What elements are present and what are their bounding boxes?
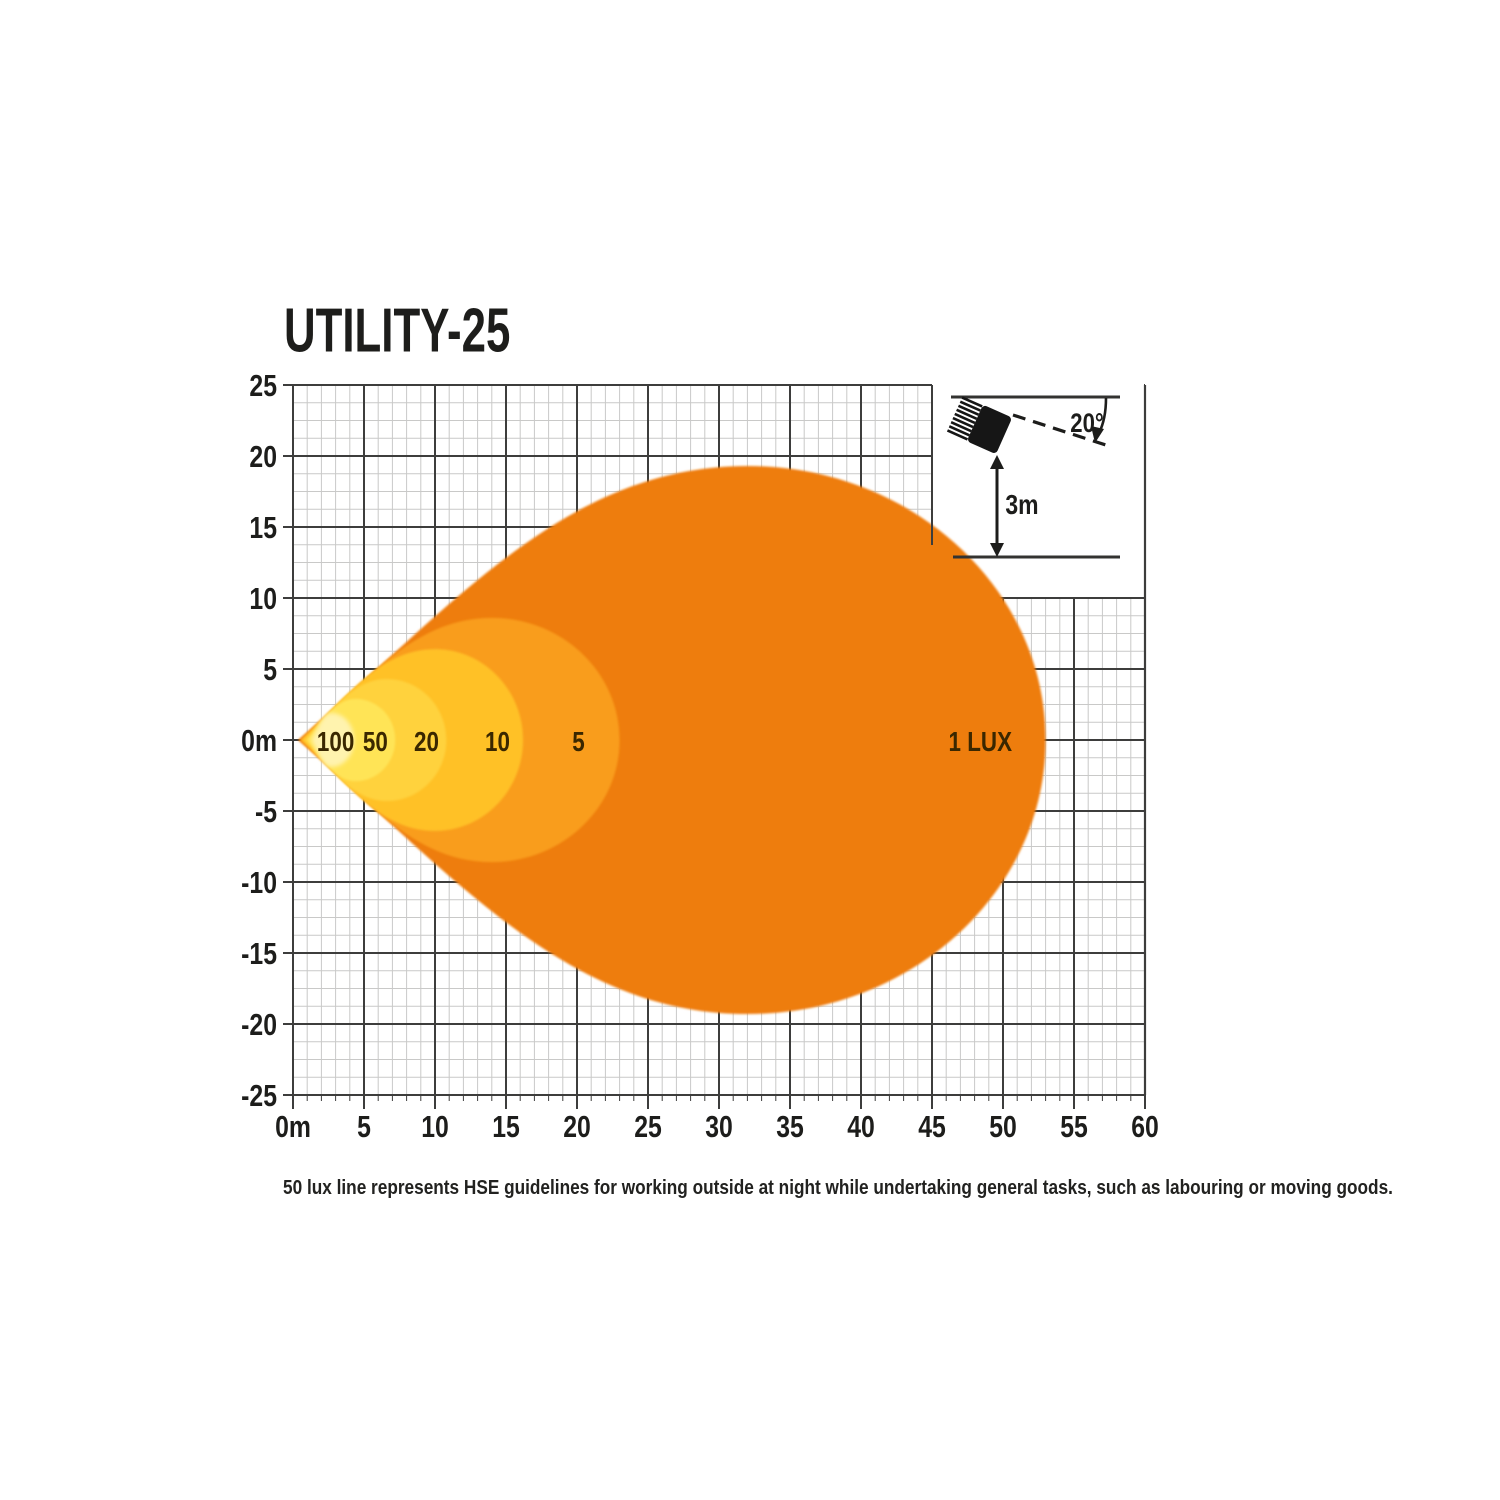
y-tick-label: 10 [249,581,277,615]
x-tick-label: 0m [275,1109,311,1143]
isolux-label-100: 100 [317,727,354,758]
y-tick-label: 15 [249,510,277,544]
chart-title: UTILITY-25 [284,296,511,366]
beam-contour-labels: 1 LUX 5 10 20 50 100 [317,727,1012,758]
x-tick-label: 10 [421,1109,449,1143]
y-tick-label: 20 [249,439,277,473]
inset-diagram: 20° 3m [946,395,1120,559]
isolux-label-5: 5 [572,727,584,758]
y-tick-label: -25 [241,1078,277,1112]
x-tick-label: 45 [918,1109,946,1143]
y-axis-labels: 25 20 15 10 5 0m -5 -10 -15 -20 -25 [241,368,277,1112]
axis-ticks [283,384,1146,1109]
footnote: 50 lux line represents HSE guidelines fo… [283,1176,1393,1199]
x-tick-label: 15 [492,1109,520,1143]
y-tick-label: -5 [255,794,277,828]
y-tick-label: -10 [241,865,277,899]
height-arrowhead-top-icon [990,455,1004,469]
isolux-label-1: 1 LUX [949,727,1013,758]
x-tick-label: 60 [1131,1109,1159,1143]
y-tick-label: -20 [241,1007,277,1041]
work-lamp-icon [946,396,1011,453]
x-tick-label: 30 [705,1109,733,1143]
isolux-label-20: 20 [414,727,439,758]
x-tick-label: 40 [847,1109,875,1143]
x-tick-label: 55 [1060,1109,1088,1143]
y-tick-label: 0m [241,723,277,757]
x-tick-label: 25 [634,1109,662,1143]
isolux-contour-100 [311,713,355,767]
y-tick-label: 25 [249,368,277,402]
angle-arrowhead-icon [1091,426,1104,443]
y-tick-label: -15 [241,936,277,970]
x-tick-label: 20 [563,1109,591,1143]
isolux-contour-1 [297,465,1046,1015]
x-tick-label: 35 [776,1109,804,1143]
isolux-label-10: 10 [485,727,510,758]
beam-contours [297,465,1046,1015]
tilt-angle-label: 20° [1070,409,1103,439]
isolux-label-50: 50 [363,727,388,758]
x-axis-labels: 0m 5 10 15 20 25 30 35 40 45 50 55 60 [275,1109,1159,1143]
height-arrowhead-bottom-icon [990,543,1004,557]
y-tick-label: 5 [263,652,277,686]
mount-height-label: 3m [1005,490,1038,521]
x-tick-label: 5 [357,1109,371,1143]
x-tick-label: 50 [989,1109,1017,1143]
